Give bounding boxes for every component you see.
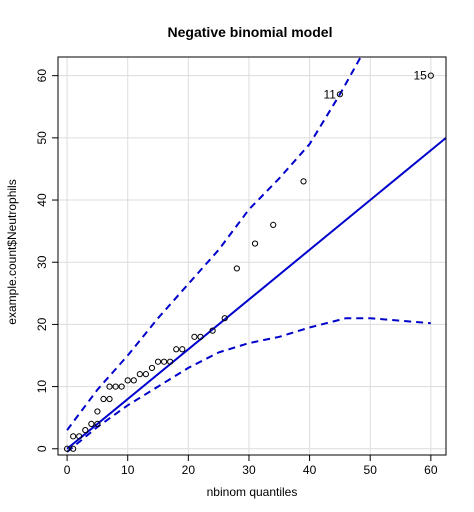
data-point bbox=[173, 346, 180, 353]
confidence-bands bbox=[66, 57, 431, 453]
data-point bbox=[300, 178, 307, 185]
data-point bbox=[160, 358, 168, 365]
grid-lines bbox=[58, 57, 446, 455]
data-point bbox=[118, 383, 125, 390]
x-tick-label: 0 bbox=[64, 463, 71, 477]
y-tick-label: 60 bbox=[35, 69, 49, 83]
y-tick-label: 0 bbox=[35, 445, 49, 452]
data-point bbox=[154, 358, 162, 365]
data-point bbox=[63, 445, 71, 452]
x-tick-label: 50 bbox=[364, 463, 378, 477]
y-tick-label: 40 bbox=[35, 193, 49, 207]
chart-title: Negative binomial model bbox=[168, 24, 333, 40]
data-point bbox=[88, 420, 95, 428]
data-point bbox=[221, 315, 228, 322]
reference-line bbox=[66, 137, 446, 450]
data-point bbox=[112, 383, 119, 390]
plot-frame bbox=[57, 56, 447, 456]
lower-confidence-band bbox=[66, 317, 431, 453]
data-point bbox=[179, 346, 186, 353]
y-tick-label: 10 bbox=[35, 380, 49, 394]
y-tick-label: 50 bbox=[35, 131, 49, 145]
data-point bbox=[233, 265, 240, 272]
data-point bbox=[191, 333, 198, 340]
x-tick-label: 30 bbox=[242, 463, 256, 477]
x-tick-label: 40 bbox=[303, 463, 317, 477]
data-point bbox=[82, 427, 89, 434]
data-point bbox=[427, 72, 434, 79]
data-point bbox=[167, 358, 174, 365]
data-point bbox=[70, 445, 77, 452]
data-point bbox=[100, 395, 107, 403]
data-point bbox=[124, 377, 131, 384]
data-point bbox=[197, 333, 204, 340]
data-point bbox=[136, 371, 143, 378]
y-tick-label: 20 bbox=[35, 317, 49, 331]
data-point bbox=[209, 327, 216, 334]
y-axis-label: example.count$Neutrophils bbox=[5, 179, 19, 324]
data-point bbox=[130, 377, 137, 384]
y-tick-label: 30 bbox=[35, 255, 49, 269]
data-point bbox=[142, 371, 150, 378]
x-tick-label: 10 bbox=[121, 463, 135, 477]
data-point bbox=[251, 240, 259, 247]
data-point bbox=[76, 433, 83, 440]
data-point bbox=[106, 395, 113, 403]
x-tick-label: 60 bbox=[424, 463, 438, 477]
data-point bbox=[70, 433, 77, 440]
data-points bbox=[63, 72, 434, 452]
data-point bbox=[106, 383, 113, 390]
point-label: 15 bbox=[413, 69, 427, 83]
data-point bbox=[148, 364, 156, 372]
data-point bbox=[94, 408, 101, 415]
x-tick-label: 20 bbox=[182, 463, 196, 477]
reference-line-group bbox=[66, 137, 446, 450]
point-label: 11 bbox=[323, 87, 336, 101]
data-point bbox=[270, 221, 277, 229]
data-point bbox=[336, 91, 344, 98]
data-point bbox=[94, 420, 101, 428]
axes: 0 10 20 30 40 50 60 0 10 20 30 40 50 60 bbox=[35, 69, 438, 477]
annotations: 11 15 bbox=[323, 69, 427, 102]
x-axis-label: nbinom quantiles bbox=[207, 485, 298, 499]
